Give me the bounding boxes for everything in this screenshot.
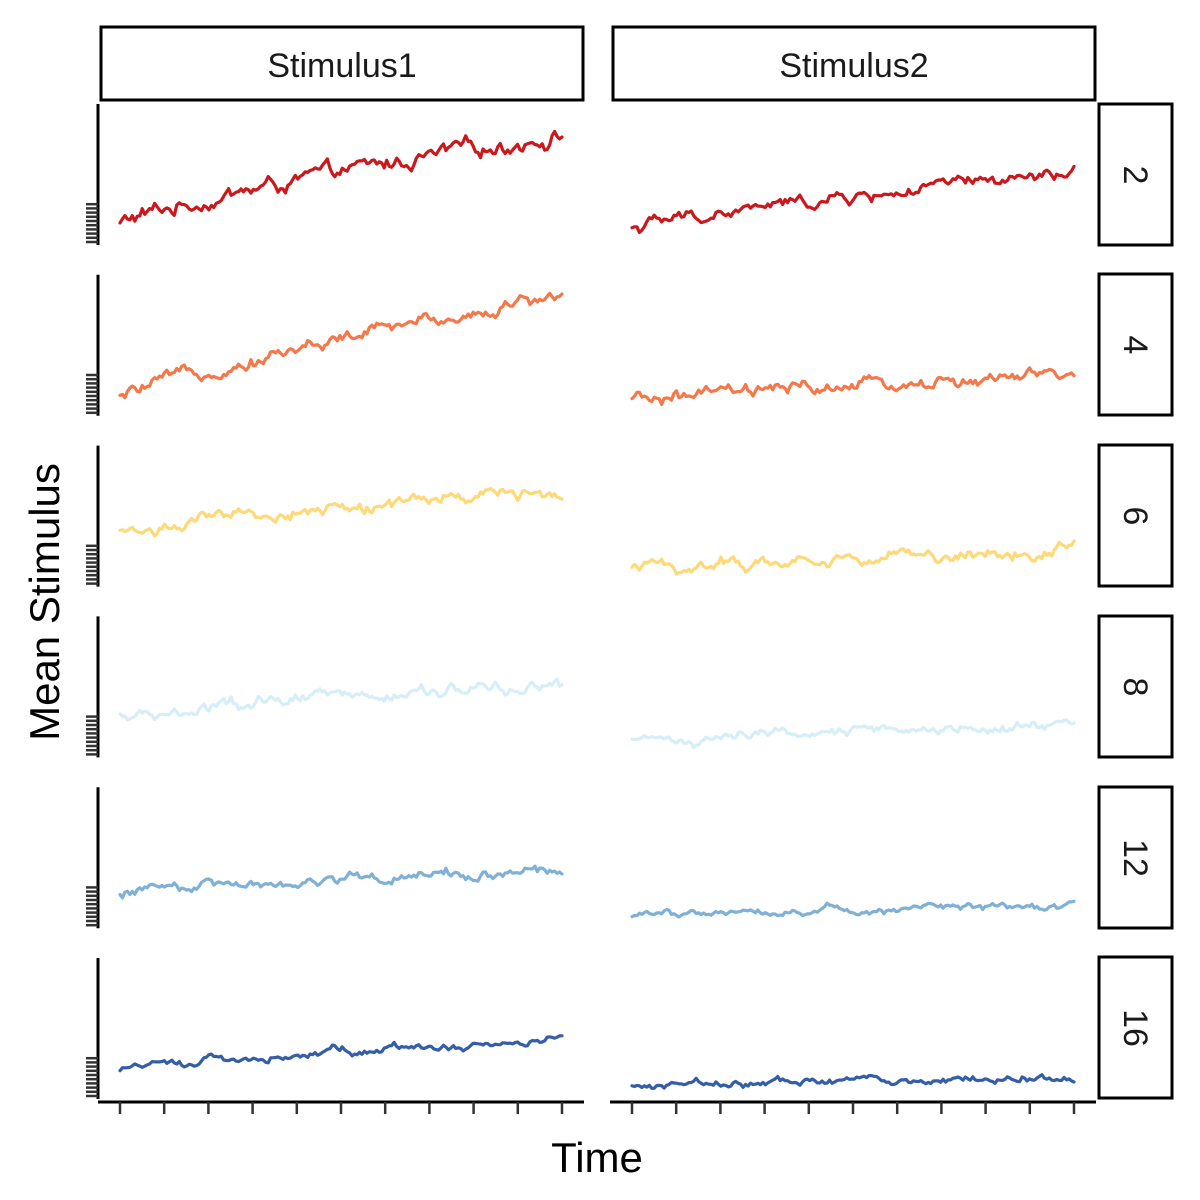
- row-strip-4-box: [1097, 614, 1174, 759]
- row-strip-6-box: [1097, 955, 1174, 1100]
- series-line-stimulus1-6: [118, 486, 564, 538]
- row-strip-1: 2: [1097, 102, 1174, 247]
- row-strip-2-box: [1097, 272, 1174, 417]
- y-axis-title: Mean Stimulus: [21, 463, 68, 741]
- series-line-stimulus1-2: [118, 129, 564, 225]
- series-line-stimulus2-2: [630, 164, 1076, 235]
- row-strip-2-label: 4: [1116, 336, 1154, 355]
- column-strip-2: Stimulus2: [611, 25, 1097, 102]
- row-strip-3-box: [1097, 443, 1174, 588]
- row-strip-3: 6: [1097, 443, 1174, 588]
- row-strip-3-label: 6: [1116, 507, 1154, 526]
- column-strip-1-label: Stimulus1: [267, 47, 416, 85]
- column-strip-2-label: Stimulus2: [779, 47, 928, 85]
- row-strip-5: 12: [1097, 785, 1174, 930]
- series-line-stimulus1-8: [118, 677, 564, 722]
- row-strip-1-label: 2: [1116, 166, 1154, 185]
- column-strip-2-box: [611, 25, 1097, 102]
- row-strip-5-box: [1097, 785, 1174, 930]
- row-strip-6: 16: [1097, 955, 1174, 1100]
- row-strip-6-label: 16: [1116, 1009, 1154, 1047]
- series-line-stimulus2-6: [630, 539, 1076, 576]
- series-line-stimulus2-4: [630, 366, 1076, 407]
- axes-layer: [86, 104, 1096, 1114]
- series-line-stimulus2-8: [630, 718, 1076, 750]
- row-strip-1-box: [1097, 102, 1174, 247]
- series-line-stimulus1-16: [118, 1034, 564, 1073]
- row-strip-5-label: 12: [1116, 839, 1154, 877]
- row-strip-2: 4: [1097, 272, 1174, 417]
- row-strip-4: 8: [1097, 614, 1174, 759]
- series-line-stimulus1-4: [118, 291, 564, 400]
- row-strip-4-label: 8: [1116, 678, 1154, 697]
- series-line-stimulus1-12: [118, 864, 564, 900]
- column-strip-1: Stimulus1: [99, 25, 585, 102]
- series-lines-layer: [118, 129, 1076, 1090]
- series-line-stimulus2-12: [630, 899, 1076, 919]
- column-strip-1-box: [99, 25, 585, 102]
- x-axis-title: Time: [551, 1134, 643, 1181]
- series-line-stimulus2-16: [630, 1073, 1076, 1090]
